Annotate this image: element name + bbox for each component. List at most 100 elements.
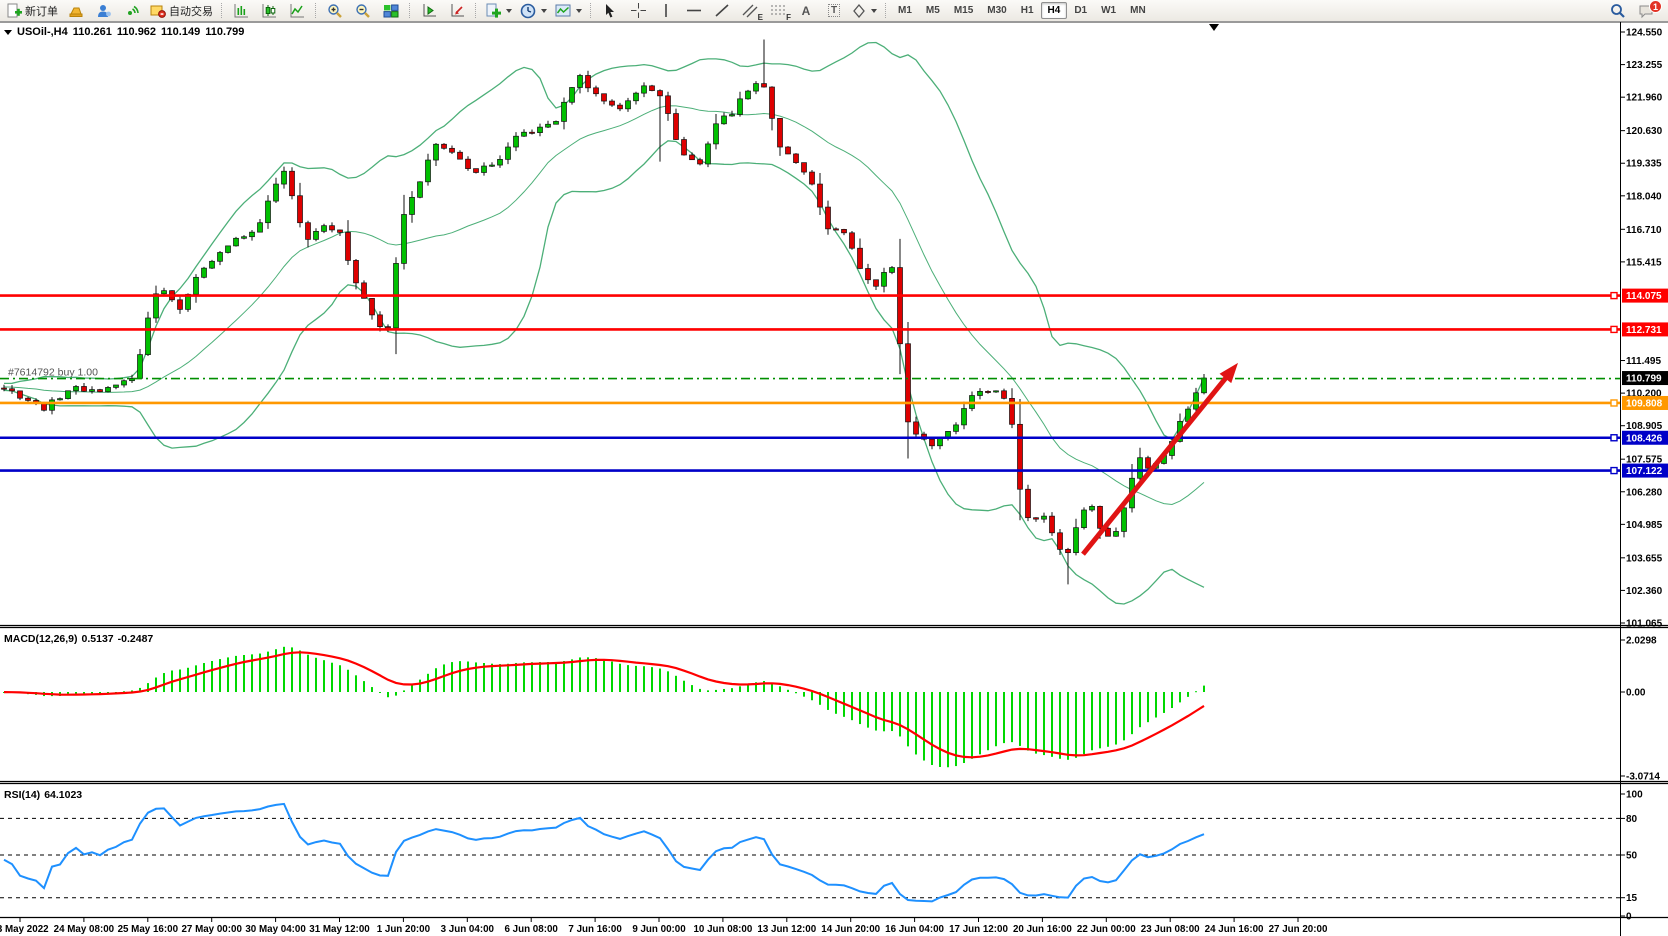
- community-button[interactable]: [90, 0, 118, 22]
- vertical-line-tool-button[interactable]: [652, 0, 680, 22]
- rsi-indicator-label: RSI(14) 64.1023: [4, 789, 86, 801]
- chart-menu-icon[interactable]: [4, 29, 12, 35]
- crosshair-tool-button[interactable]: [624, 0, 652, 22]
- macd-name: MACD(12,26,9): [4, 633, 78, 645]
- templates-button[interactable]: [551, 0, 586, 22]
- shapes-icon: [853, 3, 865, 18]
- chart-shift-marker[interactable]: [1209, 24, 1219, 31]
- text-tool-letter: A: [801, 3, 811, 18]
- timeframe-h4[interactable]: H4: [1040, 2, 1068, 19]
- notification-badge: 1: [1649, 0, 1662, 13]
- new-order-button[interactable]: 新订单: [2, 0, 62, 22]
- svg-text:109.808: 109.808: [1626, 398, 1663, 409]
- chart-title: USOil-,H4 110.261 110.962 110.149 110.79…: [4, 26, 244, 38]
- timeframe-m30[interactable]: M30: [987, 5, 1007, 16]
- dropdown-caret-icon: [506, 8, 512, 13]
- svg-text:20 Jun 16:00: 20 Jun 16:00: [1013, 924, 1072, 935]
- svg-text:23 May 2022: 23 May 2022: [0, 924, 49, 935]
- svg-text:25 May 16:00: 25 May 16:00: [118, 924, 179, 935]
- svg-text:107.575: 107.575: [1626, 455, 1663, 466]
- search-button[interactable]: [1604, 0, 1632, 22]
- rsi-pane: 100 80 50 15 0: [0, 790, 1643, 923]
- svg-text:30 May 04:00: 30 May 04:00: [245, 924, 306, 935]
- signal-icon: [128, 5, 139, 15]
- svg-text:14 Jun 20:00: 14 Jun 20:00: [821, 924, 880, 935]
- zoom-out-button[interactable]: [349, 0, 377, 22]
- dropdown-caret-icon: [871, 8, 877, 13]
- timeframe-m1[interactable]: M1: [898, 5, 912, 16]
- auto-trading-icon: [150, 5, 166, 18]
- timeframe-mn[interactable]: MN: [1130, 5, 1146, 16]
- trendline-tool-button[interactable]: [708, 0, 736, 22]
- line-chart-type-button[interactable]: [283, 0, 311, 22]
- clock-icon: [520, 3, 536, 18]
- market-button[interactable]: [62, 0, 90, 22]
- toolbar: 新订单 自动交易: [0, 0, 1668, 22]
- auto-trading-button[interactable]: 自动交易: [146, 0, 217, 22]
- toolbar-separator: [590, 3, 592, 18]
- fibonacci-tool-button[interactable]: F: [764, 0, 792, 22]
- person-cloud-icon: [98, 4, 111, 17]
- svg-text:101.065: 101.065: [1626, 619, 1663, 630]
- tile-windows-icon: [383, 4, 399, 18]
- svg-text:6 Jun 08:00: 6 Jun 08:00: [505, 924, 559, 935]
- svg-text:123.255: 123.255: [1626, 60, 1663, 71]
- tile-windows-button[interactable]: [377, 0, 405, 22]
- svg-text:121.960: 121.960: [1626, 93, 1663, 104]
- timeframe-m15[interactable]: M15: [953, 5, 974, 16]
- trend-arrow[interactable]: [1081, 362, 1238, 556]
- periods-dropdown-button[interactable]: [516, 0, 551, 22]
- toolbar-separator: [221, 3, 223, 18]
- timeframe-h1[interactable]: H1: [1020, 5, 1034, 16]
- text-tool-button[interactable]: A: [792, 0, 820, 22]
- svg-text:107.122: 107.122: [1626, 466, 1663, 477]
- notifications-button[interactable]: 1: [1632, 0, 1662, 22]
- rsi-value: 64.1023: [44, 789, 83, 801]
- add-indicator-icon: [486, 3, 501, 18]
- ohlc-low: 110.149: [161, 26, 201, 38]
- channel-tool-button[interactable]: E: [736, 0, 764, 22]
- svg-text:1 Jun 20:00: 1 Jun 20:00: [377, 924, 431, 935]
- horizontal-level-lines[interactable]: [0, 291, 1620, 475]
- add-indicator-button[interactable]: [481, 0, 516, 22]
- macd-main-value: 0.5137: [81, 633, 114, 645]
- dropdown-caret-icon: [576, 8, 582, 13]
- timeframe-d1[interactable]: D1: [1074, 5, 1088, 16]
- label-tool-letter: T: [827, 4, 841, 17]
- shapes-tool-button[interactable]: [848, 0, 881, 22]
- channel-icon: [742, 4, 758, 18]
- signals-button[interactable]: [118, 0, 146, 22]
- gold-icon: [69, 7, 83, 17]
- svg-text:108.905: 108.905: [1626, 421, 1663, 432]
- svg-text:13 Jun 12:00: 13 Jun 12:00: [757, 924, 816, 935]
- svg-text:108.426: 108.426: [1626, 433, 1663, 444]
- trendline-icon: [715, 4, 729, 17]
- svg-text:23 Jun 08:00: 23 Jun 08:00: [1141, 924, 1200, 935]
- dropdown-caret-icon: [541, 8, 547, 13]
- svg-text:3 Jun 04:00: 3 Jun 04:00: [441, 924, 495, 935]
- zoom-out-icon: [356, 3, 370, 18]
- new-order-label: 新订单: [25, 5, 58, 18]
- horizontal-line-tool-button[interactable]: [680, 0, 708, 22]
- order-line-label: #7614792 buy 1.00: [8, 367, 98, 379]
- timeframe-m5[interactable]: M5: [925, 5, 940, 16]
- toolbar-separator: [885, 3, 887, 18]
- zoom-in-button[interactable]: [321, 0, 349, 22]
- svg-text:2.0298: 2.0298: [1626, 636, 1657, 647]
- timeframe-w1[interactable]: W1: [1101, 5, 1117, 16]
- indicators-window-button[interactable]: [415, 0, 443, 22]
- bar-chart-type-button[interactable]: [227, 0, 255, 22]
- cursor-tool-button[interactable]: [596, 0, 624, 22]
- toolbar-separator: [475, 3, 477, 18]
- label-tool-button[interactable]: T: [820, 0, 848, 22]
- svg-text:80: 80: [1626, 814, 1638, 825]
- candlestick-icon: [262, 3, 276, 17]
- macd-signal-value: -0.2487: [117, 633, 154, 645]
- price-axis[interactable]: 124.550 123.255 121.960 120.630 119.335 118.0…: [1620, 28, 1668, 630]
- candle-chart-type-button[interactable]: [255, 0, 283, 22]
- timeframe-group: M1 M5 M15 M30 H1 H4 D1 W1 MN: [891, 2, 1153, 19]
- periods-window-button[interactable]: [443, 0, 471, 22]
